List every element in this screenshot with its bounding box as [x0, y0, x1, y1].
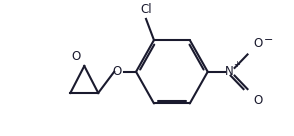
Text: −: −: [263, 35, 273, 45]
Text: Cl: Cl: [140, 3, 152, 16]
Text: O: O: [71, 50, 80, 63]
Text: O: O: [253, 94, 263, 107]
Text: O: O: [113, 65, 122, 78]
Text: O: O: [253, 37, 263, 50]
Text: +: +: [233, 60, 240, 69]
Text: N: N: [225, 65, 234, 78]
